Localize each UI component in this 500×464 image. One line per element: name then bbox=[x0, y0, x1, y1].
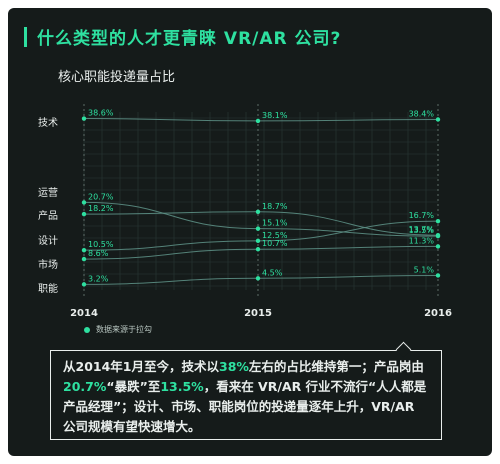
row-label: 职能 bbox=[38, 282, 58, 295]
note-text-1: 从2014年1月至今，技术以 bbox=[63, 359, 219, 374]
series-4-data-label: 11.3% bbox=[409, 236, 435, 245]
series-1-point bbox=[81, 200, 87, 205]
summary-note: 从2014年1月至今，技术以38%左右的占比维持第一；产品岗由 20.7%“暴跌”… bbox=[50, 350, 442, 440]
series-2-data-label: 18.7% bbox=[262, 202, 288, 211]
x-tick-label: 2015 bbox=[244, 308, 272, 319]
data-source: 数据来源于拉勾 bbox=[84, 324, 152, 335]
series-1-data-label: 15.1% bbox=[262, 219, 288, 228]
chart-title: 什么类型的人才更青睐 VR/AR 公司? bbox=[37, 29, 342, 49]
series-2-data-label: 13.7% bbox=[409, 225, 435, 234]
note-text-3: “暴跌”至 bbox=[106, 379, 161, 394]
note-text-4: ，看来在 VR/AR 行业不流行“人人都是产品经理”；设计、市场、职能岗位的投递… bbox=[63, 379, 427, 434]
series-5-line bbox=[83, 274, 439, 285]
note-text-2: 左右的占比维持第一；产品岗由 bbox=[248, 359, 424, 374]
x-tick-label: 2016 bbox=[424, 308, 452, 319]
series-4-point bbox=[435, 244, 441, 249]
source-dot-icon bbox=[84, 326, 90, 333]
series-1-point bbox=[255, 226, 261, 231]
note-highlight-2: 20.7% bbox=[63, 379, 107, 394]
series-4-data-label: 10.7% bbox=[262, 239, 288, 248]
row-label: 设计 bbox=[38, 234, 58, 247]
series-0-data-label: 38.6% bbox=[88, 109, 114, 118]
series-3-data-label: 12.5% bbox=[262, 231, 288, 240]
series-1-data-label: 13.5% bbox=[409, 226, 435, 235]
series-5-data-label: 4.5% bbox=[262, 268, 283, 277]
series-3-data-label: 16.7% bbox=[409, 211, 435, 220]
series-0-point bbox=[81, 116, 87, 121]
title-row: 什么类型的人才更青睐 VR/AR 公司? bbox=[24, 24, 341, 49]
series-2-point bbox=[255, 209, 261, 214]
series-3-point bbox=[81, 247, 87, 253]
chart-subtitle: 核心职能投递量占比 bbox=[58, 70, 176, 85]
row-label: 市场 bbox=[38, 258, 58, 271]
series-3-data-label: 10.5% bbox=[88, 240, 114, 249]
series-5-data-label: 3.2% bbox=[88, 274, 109, 283]
row-label: 产品 bbox=[38, 209, 58, 222]
data-source-text: 数据来源于拉勾 bbox=[96, 325, 152, 334]
series-0-data-label: 38.4% bbox=[409, 109, 435, 118]
series-1-data-label: 20.7% bbox=[88, 192, 114, 201]
series-2-point bbox=[81, 211, 87, 217]
x-tick-label: 2014 bbox=[70, 308, 98, 319]
series-0-line bbox=[83, 118, 439, 122]
series-1-line bbox=[83, 201, 439, 237]
series-0-point bbox=[435, 117, 441, 122]
series-2-line bbox=[83, 211, 439, 236]
series-2-data-label: 18.2% bbox=[88, 204, 114, 213]
series-0-point bbox=[255, 118, 261, 124]
series-5-point bbox=[435, 273, 441, 278]
row-label: 运营 bbox=[38, 186, 58, 199]
series-5-data-label: 5.1% bbox=[414, 265, 435, 274]
row-label: 技术 bbox=[38, 116, 58, 129]
note-highlight-3: 13.5% bbox=[160, 379, 204, 394]
series-3-point bbox=[255, 238, 261, 244]
series-5-point bbox=[255, 276, 261, 281]
series-4-point bbox=[255, 247, 261, 252]
series-4-data-label: 8.6% bbox=[88, 249, 109, 258]
series-0-data-label: 38.1% bbox=[262, 111, 288, 120]
series-2-point bbox=[435, 232, 441, 238]
series-3-line bbox=[83, 220, 439, 251]
series-5-point bbox=[81, 282, 87, 287]
series-3-point bbox=[435, 218, 441, 224]
series-4-point bbox=[81, 256, 87, 262]
note-highlight-1: 38% bbox=[219, 359, 249, 374]
title-accent-bar bbox=[24, 26, 27, 47]
